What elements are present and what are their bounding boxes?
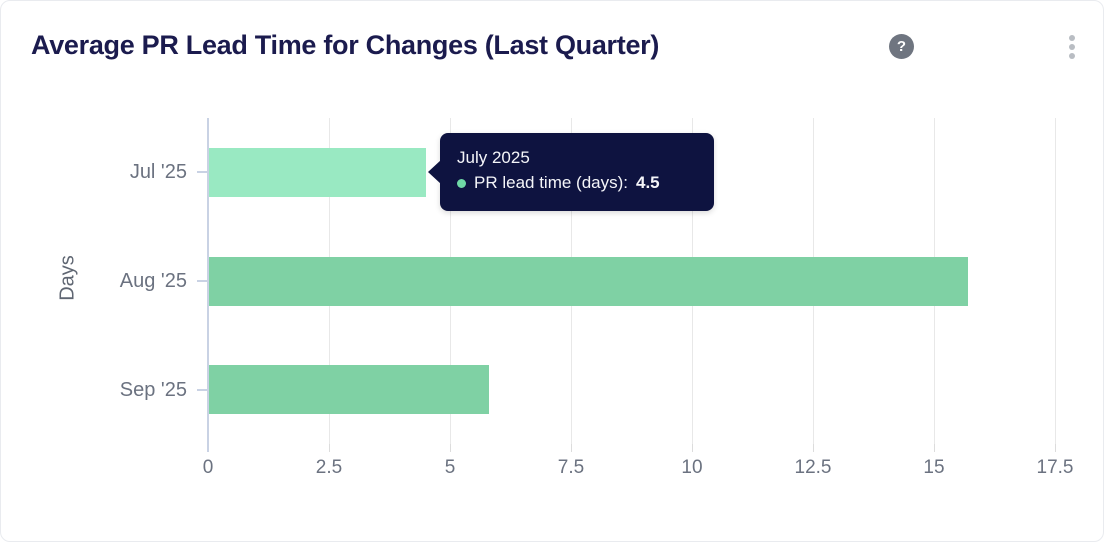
x-axis-tick-17.5	[1055, 444, 1056, 452]
kebab-vertical-icon[interactable]	[1064, 32, 1080, 62]
x-tick-label-5: 5	[444, 457, 456, 478]
x-tick-label-10: 10	[681, 457, 703, 478]
chart-tooltip: July 2025 PR lead time (days): 4.5	[428, 133, 714, 211]
x-tick-label-7.5: 7.5	[557, 457, 585, 478]
x-axis-tick-0	[207, 444, 209, 452]
y-tick-label-1: Jul '25	[129, 161, 187, 184]
x-tick-label-15: 15	[923, 457, 945, 478]
y-tick-label-2: Aug '25	[119, 270, 187, 292]
x-tick-label-12.5: 12.5	[794, 457, 832, 478]
x-axis-tick-12.5	[813, 444, 814, 452]
y-axis-tick-1	[197, 171, 207, 174]
x-axis-tick-7.5	[571, 444, 572, 452]
help-question-icon[interactable]: ?	[889, 34, 914, 59]
help-glyph: ?	[896, 38, 907, 55]
x-axis-tick-15	[934, 444, 935, 452]
y-tick-label-3: Sep '25	[119, 378, 187, 401]
x-tick-label-17.5: 17.5	[1036, 457, 1074, 478]
gridline-x-17.5	[1055, 118, 1056, 444]
y-axis-tick-3	[197, 388, 207, 391]
tooltip-value: 4.5	[636, 173, 660, 192]
tooltip-title: July 2025	[457, 148, 530, 167]
y-axis-tick-2	[197, 280, 207, 282]
tooltip-series-label: PR lead time (days):	[474, 173, 628, 192]
bar-jul-25[interactable]	[209, 147, 426, 197]
x-axis-tick-2.5	[329, 444, 330, 452]
bar-sep-25[interactable]	[209, 365, 489, 415]
series-dot-icon	[457, 178, 466, 188]
x-tick-label-0: 0	[202, 457, 214, 478]
bar-aug-25[interactable]	[209, 256, 968, 306]
x-axis-tick-5	[450, 444, 451, 452]
chart-title: Average PR Lead Time for Changes (Last Q…	[31, 30, 660, 60]
x-tick-label-2.5: 2.5	[315, 457, 343, 478]
x-axis-tick-10	[692, 444, 693, 452]
y-axis-line	[207, 118, 209, 452]
